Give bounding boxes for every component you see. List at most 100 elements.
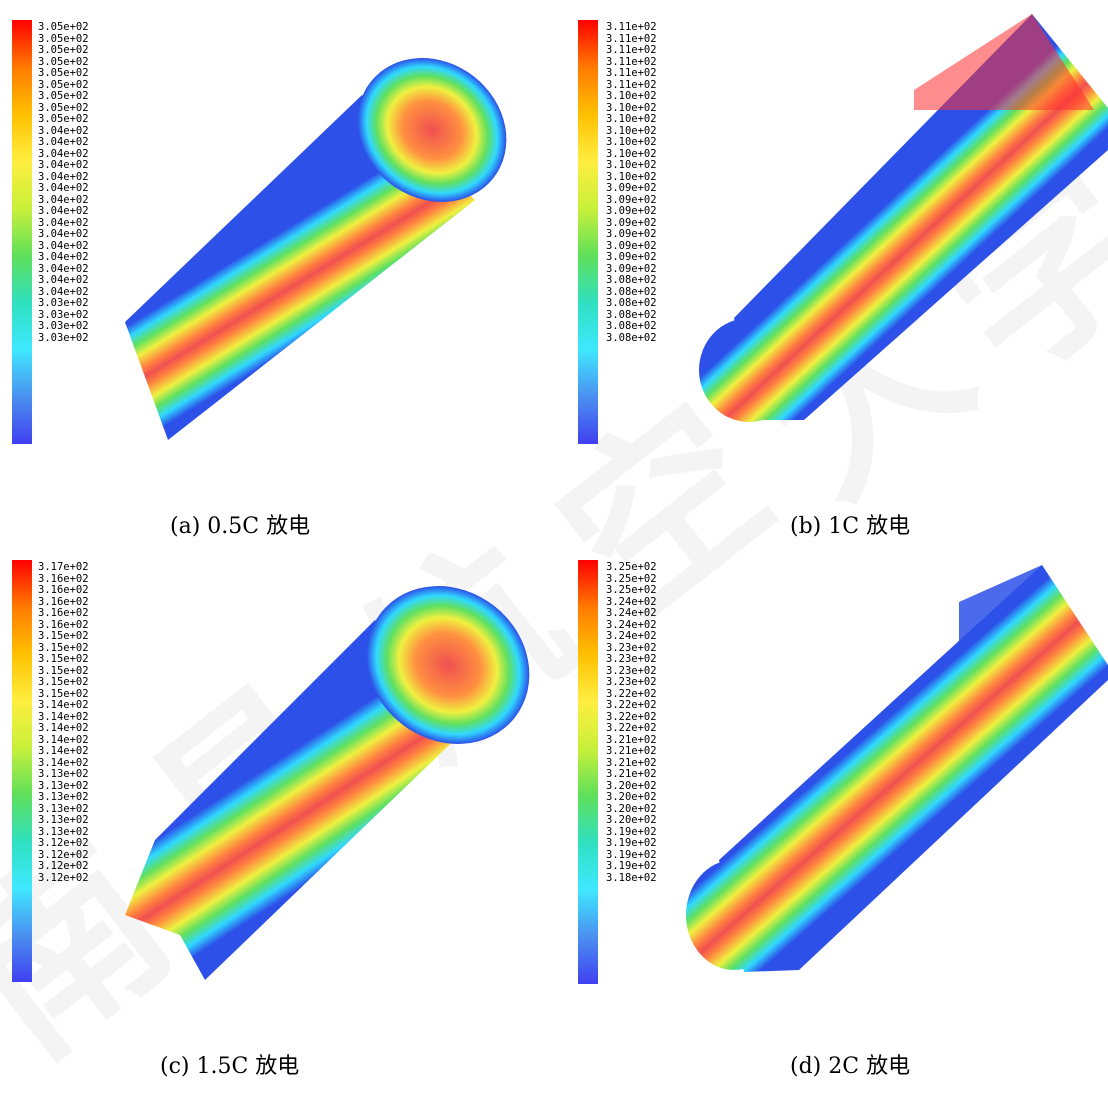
colorbar-tick-label: 3.10e+02: [606, 170, 657, 183]
colorbar-tick-label: 3.19e+02: [606, 837, 657, 849]
colorbar-tick-label: 3.20e+02: [606, 779, 657, 792]
colorbar-tick-label: 3.08e+02: [606, 308, 657, 321]
colorbar-tick-label: 3.11e+02: [606, 21, 657, 33]
colorbar-tick-label: 3.04e+02: [38, 205, 89, 217]
colorbar-tick-label: 3.05e+02: [38, 44, 89, 56]
colorbar-tick-label: 3.09e+02: [606, 262, 657, 275]
colorbar-tick-label: 3.13e+02: [38, 814, 89, 826]
colorbar-tick-label: 3.09e+02: [606, 205, 657, 217]
colorbar-labels: 3.17e+02 3.16e+02 3.16e+02 3.16e+02 3.16e+02…: [38, 561, 89, 884]
colorbar-tick-label: 3.04e+02: [38, 147, 89, 160]
colorbar-tick-label: 3.04e+02: [38, 193, 89, 206]
colorbar-tick-label: 3.04e+02: [38, 239, 89, 252]
panel-caption: (d) 2C 放电: [790, 1054, 911, 1079]
colorbar-tick-label: 3.13e+02: [38, 779, 89, 792]
colorbar-tick-label: 3.14e+02: [38, 722, 89, 734]
colorbar-tick-label: 3.04e+02: [38, 136, 89, 148]
colorbar-tick-label: 3.14e+02: [38, 745, 89, 757]
panel-caption: (a) 0.5C 放电: [170, 514, 311, 539]
colorbar-tick-label: 3.20e+02: [606, 814, 657, 826]
colorbar-tick-label: 3.05e+02: [38, 90, 89, 102]
colorbar-tick-label: 3.21e+02: [606, 733, 657, 746]
colorbar: [12, 560, 32, 982]
colorbar-tick-label: 3.15e+02: [38, 653, 89, 665]
colorbar-tick-label: 3.21e+02: [606, 768, 657, 780]
colorbar-tick-label: 3.19e+02: [606, 860, 657, 872]
colorbar-tick-label: 3.19e+02: [606, 848, 657, 861]
colorbar-tick-label: 3.05e+02: [38, 67, 89, 79]
colorbar-tick-label: 3.11e+02: [606, 32, 657, 45]
contour-plot: [125, 586, 530, 980]
colorbar-tick-label: 3.04e+02: [38, 262, 89, 275]
colorbar: [12, 20, 32, 444]
colorbar: [578, 20, 598, 444]
colorbar-tick-label: 3.09e+02: [606, 182, 657, 194]
colorbar-tick-label: 3.09e+02: [606, 193, 657, 206]
panel-d: 3.25e+02 3.25e+02 3.25e+02 3.24e+02 3.24e+02…: [554, 540, 1108, 1080]
colorbar-tick-label: 3.08e+02: [606, 285, 657, 298]
colorbar-tick-label: 3.09e+02: [606, 251, 657, 263]
colorbar-tick-label: 3.04e+02: [38, 170, 89, 183]
colorbar-tick-label: 3.22e+02: [606, 699, 657, 711]
colorbar-tick-label: 3.14e+02: [38, 756, 89, 769]
colorbar-tick-label: 3.21e+02: [606, 745, 657, 757]
colorbar-tick-label: 3.12e+02: [38, 848, 89, 861]
colorbar-tick-label: 3.05e+02: [38, 21, 89, 33]
colorbar-tick-label: 3.09e+02: [606, 216, 657, 229]
panel-caption: (c) 1.5C 放电: [160, 1054, 300, 1079]
colorbar: [578, 560, 598, 984]
colorbar-tick-label: 3.12e+02: [38, 871, 89, 884]
colorbar-tick-label: 3.10e+02: [606, 113, 657, 125]
colorbar-tick-label: 3.14e+02: [38, 699, 89, 711]
colorbar-tick-label: 3.08e+02: [606, 274, 657, 286]
colorbar-tick-label: 3.15e+02: [38, 641, 89, 654]
colorbar-tick-label: 3.23e+02: [606, 641, 657, 654]
colorbar-tick-label: 3.03e+02: [38, 320, 89, 332]
colorbar-tick-label: 3.15e+02: [38, 630, 89, 642]
colorbar-tick-label: 3.18e+02: [606, 871, 657, 884]
colorbar-tick-label: 3.10e+02: [606, 159, 657, 171]
colorbar-tick-label: 3.16e+02: [38, 607, 89, 619]
colorbar-tick-label: 3.20e+02: [606, 791, 657, 803]
colorbar-tick-label: 3.03e+02: [38, 331, 89, 344]
colorbar-tick-label: 3.03e+02: [38, 308, 89, 321]
colorbar-tick-label: 3.10e+02: [606, 147, 657, 160]
colorbar-tick-label: 3.16e+02: [38, 595, 89, 608]
colorbar-tick-label: 3.16e+02: [38, 618, 89, 631]
panel-caption: (b) 1C 放电: [790, 514, 911, 539]
colorbar-tick-label: 3.05e+02: [38, 113, 89, 125]
colorbar-tick-label: 3.23e+02: [606, 676, 657, 688]
colorbar-tick-label: 3.04e+02: [38, 251, 89, 263]
colorbar-tick-label: 3.12e+02: [38, 860, 89, 872]
colorbar-tick-label: 3.14e+02: [38, 733, 89, 746]
colorbar-tick-label: 3.09e+02: [606, 228, 657, 240]
colorbar-tick-label: 3.20e+02: [606, 802, 657, 815]
colorbar-tick-label: 3.24e+02: [606, 607, 657, 619]
contour-plot: [686, 565, 1108, 972]
colorbar-tick-label: 3.05e+02: [38, 78, 89, 91]
colorbar-tick-label: 3.25e+02: [606, 561, 657, 573]
colorbar-tick-label: 3.22e+02: [606, 722, 657, 734]
colorbar-tick-label: 3.13e+02: [38, 825, 89, 838]
colorbar-tick-label: 3.25e+02: [606, 584, 657, 596]
colorbar-labels: 3.05e+02 3.05e+02 3.05e+02 3.05e+02 3.05e+02…: [38, 21, 89, 344]
colorbar-tick-label: 3.04e+02: [38, 159, 89, 171]
colorbar-tick-label: 3.04e+02: [38, 216, 89, 229]
colorbar-tick-label: 3.16e+02: [38, 572, 89, 585]
colorbar-tick-label: 3.09e+02: [606, 239, 657, 252]
colorbar-tick-label: 3.13e+02: [38, 791, 89, 803]
colorbar-tick-label: 3.08e+02: [606, 320, 657, 332]
colorbar-tick-label: 3.15e+02: [38, 687, 89, 700]
colorbar-tick-label: 3.11e+02: [606, 67, 657, 79]
colorbar-tick-label: 3.15e+02: [38, 664, 89, 677]
colorbar-tick-label: 3.21e+02: [606, 756, 657, 769]
panel-a: 3.05e+02 3.05e+02 3.05e+02 3.05e+02 3.05e+02…: [0, 0, 554, 540]
colorbar-tick-label: 3.04e+02: [38, 182, 89, 194]
colorbar-tick-label: 3.10e+02: [606, 90, 657, 102]
colorbar-tick-label: 3.13e+02: [38, 802, 89, 815]
colorbar-tick-label: 3.22e+02: [606, 687, 657, 700]
colorbar-tick-label: 3.11e+02: [606, 55, 657, 68]
colorbar-tick-label: 3.24e+02: [606, 630, 657, 642]
colorbar-tick-label: 3.04e+02: [38, 228, 89, 240]
colorbar-tick-label: 3.03e+02: [38, 297, 89, 309]
